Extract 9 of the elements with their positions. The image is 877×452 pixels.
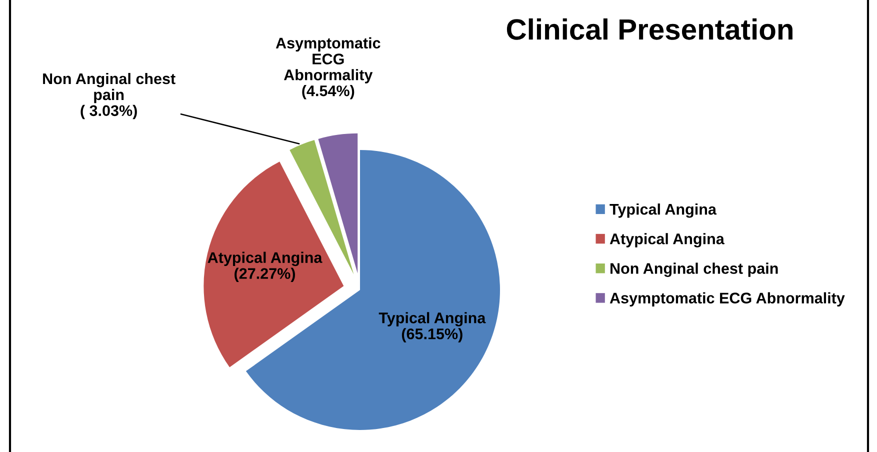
legend-label: Atypical Angina xyxy=(610,233,724,248)
data-label: Non Anginal chest pain ( 3.03%) xyxy=(43,72,176,120)
data-label: Typical Angina (65.15%) xyxy=(378,312,486,342)
chart-title: Clinical Presentation xyxy=(506,18,792,40)
data-label: Asymptomatic ECG Abnormality (4.54%) xyxy=(276,37,380,100)
data-label: Atypical Angina (27.27%) xyxy=(208,252,322,282)
legend-label: Typical Angina xyxy=(610,204,717,218)
legend-label: Asymptomatic ECG Abnormality xyxy=(610,292,845,306)
legend-label: Non Anginal chest pain xyxy=(610,262,778,277)
